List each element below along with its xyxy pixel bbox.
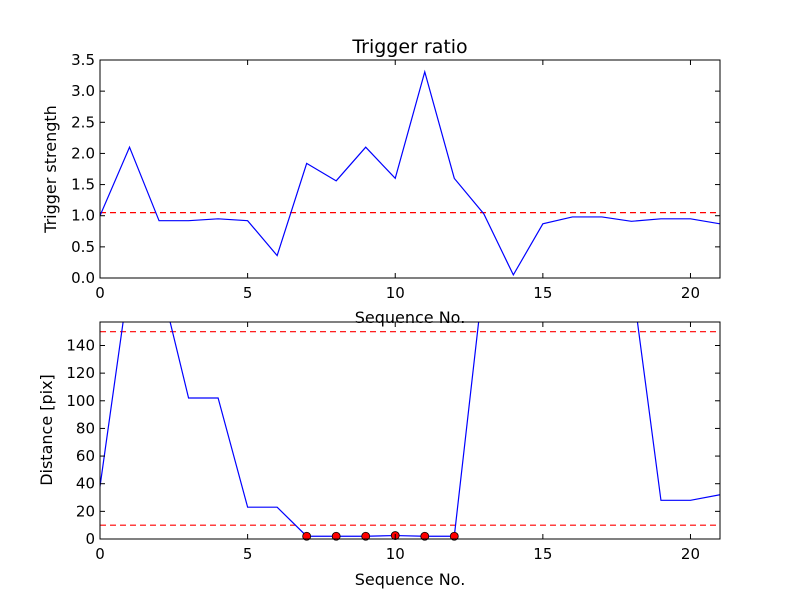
marker-group [302,531,459,541]
x-tick-label: 0 [95,545,105,563]
y-axis-label: Trigger strength [41,105,60,234]
plot-frame [99,59,721,279]
y-tick-label: 0.5 [71,238,95,256]
x-tick-label: 20 [681,545,700,563]
data-point-4 [420,531,430,541]
y-tick-label: 40 [76,475,95,493]
x-tick-label: 15 [533,545,552,563]
x-ticks: 0 5 10 15 20 [95,60,700,302]
x-tick-label: 0 [95,284,105,302]
y-tick-label: 60 [76,447,95,465]
y-tick-label: 1.5 [71,176,95,194]
trigger-ratio-chart: Trigger ratio 0 5 10 15 20 0.0 0.5 1.0 1.5 2.0 2.… [41,36,721,327]
x-tick-label: 5 [243,284,253,302]
y-tick-label: 120 [66,364,95,382]
distance-chart: 0 5 10 15 20 0 20 40 60 80 100 120 140 Sequence No.… [37,321,721,589]
y-tick-label: 80 [76,419,95,437]
x-axis-label: Sequence No. [355,570,466,589]
x-tick-label: 5 [243,545,253,563]
y-ticks: 0.0 0.5 1.0 1.5 2.0 2.5 3.0 3.5 [71,51,720,287]
y-tick-label: 1.0 [71,207,95,225]
x-tick-label: 10 [386,284,405,302]
chart-title: Trigger ratio [351,36,467,58]
x-tick-label: 15 [533,284,552,302]
y-tick-label: 20 [76,502,95,520]
y-tick-label: 100 [66,392,95,410]
series-line-0 [100,322,720,537]
y-tick-label: 3.0 [71,82,95,100]
data-point-1 [331,531,341,541]
y-tick-label: 140 [66,336,95,354]
data-point-5 [449,531,459,541]
y-tick-label: 2.0 [71,144,95,162]
y-ticks: 0 20 40 60 80 100 120 140 [66,336,720,548]
plot-frame [99,321,721,540]
data-point-2 [361,531,371,541]
series-group [100,322,720,537]
series-group [100,69,720,277]
x-tick-label: 20 [681,284,700,302]
y-tick-label: 3.5 [71,51,95,69]
x-ticks: 0 5 10 15 20 [95,322,700,563]
y-tick-label: 2.5 [71,113,95,131]
threshold-lines [100,331,720,526]
series-line-0 [100,69,720,277]
data-point-0 [302,531,312,541]
y-tick-label: 0 [85,530,95,548]
y-axis-label: Distance [pix] [37,374,56,486]
y-tick-label: 0.0 [71,269,95,287]
x-axis-label: Sequence No. [355,308,466,327]
x-tick-label: 10 [386,545,405,563]
